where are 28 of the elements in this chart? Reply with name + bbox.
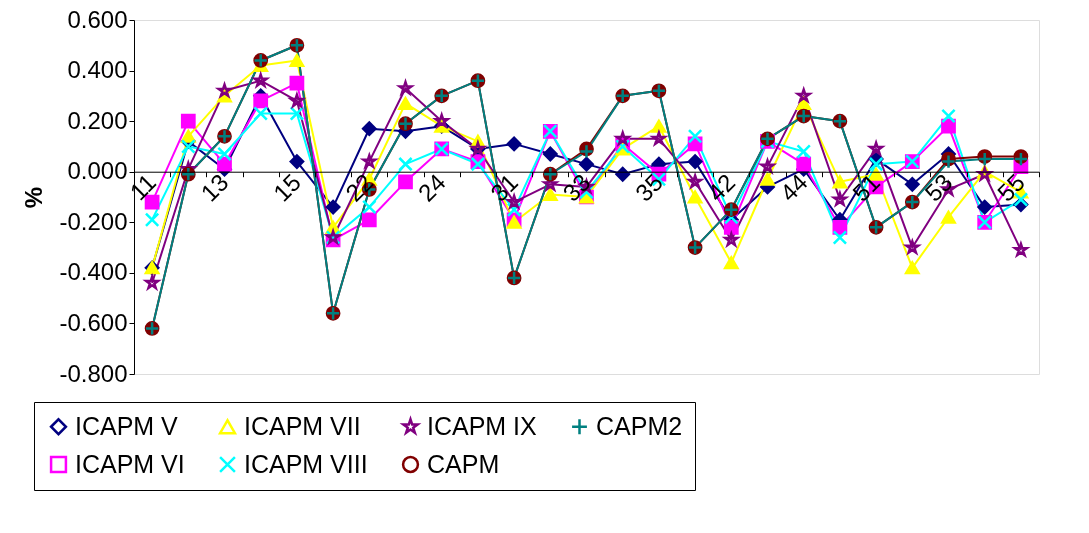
legend-label: ICAPM V bbox=[75, 411, 179, 440]
x-tick-label: 15 bbox=[267, 168, 306, 207]
x-tick-label: 13 bbox=[195, 168, 234, 207]
y-tick-label: -0.800 bbox=[59, 359, 128, 387]
y-tick-label: -0.200 bbox=[59, 207, 128, 235]
legend-label: ICAPM IX bbox=[427, 411, 538, 440]
y-axis-title: % bbox=[20, 186, 48, 209]
x-tick-label: 55 bbox=[991, 168, 1030, 207]
y-tick-label: -0.600 bbox=[59, 308, 128, 336]
legend-label: CAPM2 bbox=[596, 411, 683, 440]
legend-label: CAPM bbox=[427, 449, 500, 478]
x-tick-label: 44 bbox=[774, 168, 813, 207]
y-tick-label: 0.400 bbox=[67, 56, 128, 84]
x-tick-label: 53 bbox=[919, 168, 958, 207]
legend-label: ICAPM VII bbox=[244, 411, 361, 440]
x-tick-label: 33 bbox=[557, 168, 596, 207]
y-tick-label: 0.000 bbox=[67, 157, 128, 185]
y-tick-label: -0.400 bbox=[59, 258, 128, 286]
x-tick-label: 35 bbox=[629, 168, 668, 207]
x-tick-label: 42 bbox=[702, 168, 741, 207]
legend-label: ICAPM VIII bbox=[244, 449, 368, 478]
y-tick-label: 0.200 bbox=[67, 106, 128, 134]
x-tick-label: 31 bbox=[485, 168, 524, 207]
legend-label: ICAPM VI bbox=[75, 449, 185, 478]
x-tick-label: 24 bbox=[412, 168, 451, 207]
y-tick-label: 0.600 bbox=[67, 5, 128, 33]
x-tick-label: 22 bbox=[340, 168, 379, 207]
x-tick-label: 51 bbox=[847, 168, 886, 207]
